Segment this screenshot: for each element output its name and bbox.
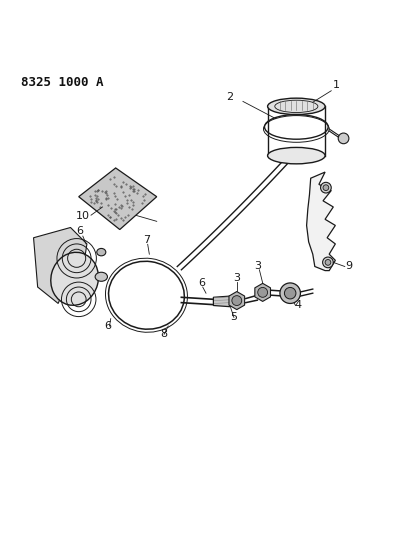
Text: 8: 8 (160, 329, 167, 339)
Circle shape (258, 287, 267, 297)
Polygon shape (255, 284, 271, 301)
Circle shape (323, 185, 329, 190)
Text: 9: 9 (346, 261, 353, 271)
Ellipse shape (51, 252, 98, 305)
Circle shape (284, 287, 296, 299)
Ellipse shape (95, 272, 108, 281)
Text: 5: 5 (231, 312, 238, 322)
Text: 6: 6 (104, 321, 111, 331)
Text: 6: 6 (198, 278, 205, 288)
Text: 4: 4 (294, 300, 302, 310)
Polygon shape (229, 292, 245, 310)
Text: 1: 1 (333, 80, 340, 90)
Text: 3: 3 (234, 273, 241, 283)
Ellipse shape (267, 148, 325, 164)
Ellipse shape (267, 98, 325, 115)
Circle shape (280, 283, 300, 303)
Polygon shape (79, 168, 157, 230)
Ellipse shape (97, 248, 106, 256)
Circle shape (232, 296, 242, 305)
Text: 3: 3 (255, 261, 262, 271)
Text: 10: 10 (75, 211, 89, 221)
Text: 2: 2 (227, 92, 234, 102)
Text: 7: 7 (144, 235, 151, 245)
Circle shape (338, 133, 349, 144)
Circle shape (321, 182, 331, 193)
Polygon shape (33, 228, 87, 303)
Polygon shape (307, 172, 335, 271)
Circle shape (325, 260, 331, 265)
Text: 8325 1000 A: 8325 1000 A (21, 76, 104, 88)
Polygon shape (213, 296, 231, 306)
Text: 6: 6 (77, 227, 84, 237)
Circle shape (323, 257, 333, 268)
